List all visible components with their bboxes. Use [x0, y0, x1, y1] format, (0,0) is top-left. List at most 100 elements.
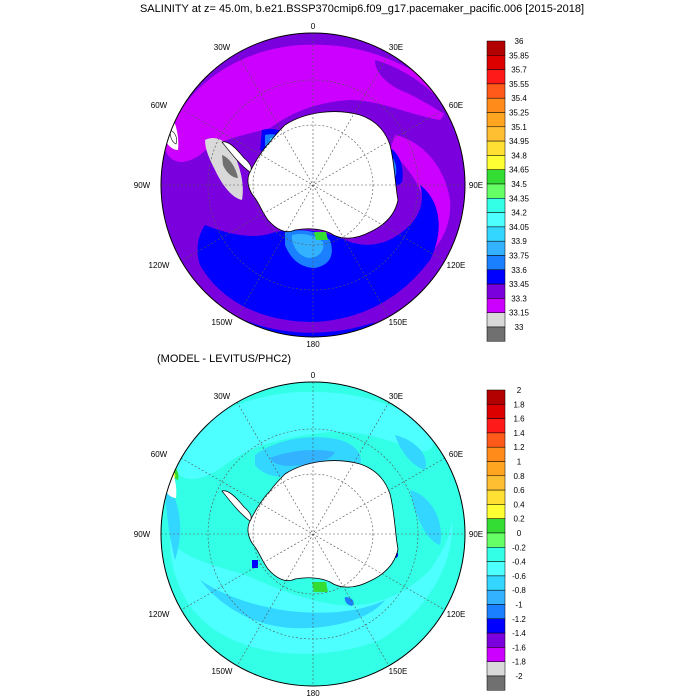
colorbar-label: 0	[517, 529, 522, 538]
svg-text:150E: 150E	[389, 318, 408, 327]
colorbar-label: -0.4	[512, 558, 526, 567]
svg-text:120W: 120W	[149, 261, 170, 270]
colorbar-swatch	[486, 618, 506, 634]
colorbar-label: 1.4	[513, 429, 525, 438]
svg-text:0: 0	[311, 371, 316, 380]
colorbar-swatch	[486, 240, 506, 256]
svg-text:150E: 150E	[389, 667, 408, 676]
colorbar-swatch	[486, 226, 506, 242]
colorbar-label: -1.4	[512, 629, 526, 638]
colorbar-label: 33.9	[511, 237, 527, 246]
colorbar-swatch	[486, 140, 506, 156]
colorbar-swatch	[486, 561, 506, 577]
svg-text:90W: 90W	[134, 181, 151, 190]
colorbar-swatch	[486, 269, 506, 285]
panel-top: 0 30E 60E 90E 120E 150E 180 150W 120W 90…	[134, 22, 530, 349]
colorbar-label: 34.65	[509, 166, 530, 175]
colorbar-swatch	[486, 475, 506, 491]
colorbar-label: 35.7	[511, 66, 527, 75]
svg-text:120W: 120W	[149, 610, 170, 619]
colorbar-label: 1.8	[513, 400, 525, 409]
colorbar-swatch	[486, 40, 506, 56]
colorbar-label: 33	[515, 323, 524, 332]
colorbar-label: 0.8	[513, 472, 525, 481]
colorbar-swatch	[486, 518, 506, 534]
svg-text:150W: 150W	[212, 667, 233, 676]
colorbar-swatch	[486, 312, 506, 328]
colorbar-label: 1.2	[513, 443, 525, 452]
colorbar-swatch	[486, 661, 506, 677]
colorbar-swatch	[486, 504, 506, 519]
colorbar-swatch	[486, 489, 506, 505]
colorbar-swatch	[486, 547, 506, 562]
colorbar-label: -1.8	[512, 658, 526, 667]
colorbar-label: 1	[517, 458, 522, 467]
colorbar-swatch	[486, 212, 506, 228]
figure-title: SALINITY at z= 45.0m, b.e21.BSSP370cmip6…	[140, 3, 584, 15]
svg-text:150W: 150W	[212, 318, 233, 327]
colorbar-label: 34.35	[509, 194, 530, 203]
colorbar-label: -0.8	[512, 586, 526, 595]
colorbar-swatch	[486, 126, 506, 142]
colorbar-swatch	[486, 198, 506, 213]
svg-text:60E: 60E	[449, 450, 463, 459]
svg-text:30W: 30W	[214, 392, 231, 401]
colorbar-swatch	[486, 446, 506, 462]
colorbar-label: 34.2	[511, 209, 527, 218]
svg-text:60W: 60W	[151, 101, 168, 110]
svg-text:180: 180	[306, 340, 320, 349]
svg-text:90E: 90E	[469, 181, 483, 190]
colorbar-label: 33.75	[509, 252, 530, 261]
colorbar-swatch	[486, 155, 506, 170]
colorbar-label: -0.2	[512, 543, 526, 552]
colorbar-label: -2	[515, 672, 523, 681]
graticule-bottom	[161, 382, 465, 686]
colorbar-label: 33.15	[509, 309, 530, 318]
lon-labels-bottom: 0 30E 60E 90E 120E 150E 180 150W 120W 90…	[134, 371, 483, 698]
svg-text:30W: 30W	[214, 43, 231, 52]
colorbar-swatch	[486, 389, 506, 405]
svg-text:90W: 90W	[134, 530, 151, 539]
colorbar-label: 0.4	[513, 500, 525, 509]
colorbar-swatch	[486, 183, 506, 199]
svg-text:60E: 60E	[449, 101, 463, 110]
colorbar-label: 1.6	[513, 415, 525, 424]
colorbar-label: 33.3	[511, 294, 527, 303]
colorbar-swatch	[486, 647, 506, 662]
lon-labels-top: 0 30E 60E 90E 120E 150E 180 150W 120W 90…	[134, 22, 483, 349]
colorbar-label: 33.6	[511, 266, 527, 275]
colorbar-swatch	[486, 432, 506, 448]
colorbar-label: 35.4	[511, 94, 527, 103]
colorbar-label: 34.5	[511, 180, 527, 189]
colorbar-swatch	[486, 575, 506, 591]
colorbar-swatch	[486, 69, 506, 85]
colorbar-swatch	[486, 404, 506, 419]
colorbar-label: 35.55	[509, 80, 530, 89]
colorbar-label: 36	[515, 37, 524, 46]
colorbar-label: -1.2	[512, 615, 526, 624]
colorbar-swatch	[486, 298, 506, 313]
colorbar-swatch	[486, 255, 506, 271]
colorbar-swatch	[486, 461, 506, 477]
colorbar-swatch	[486, 283, 506, 299]
colorbar-swatch	[486, 632, 506, 648]
colorbar-swatch	[486, 604, 506, 620]
graticule-top	[161, 33, 465, 337]
svg-text:60W: 60W	[151, 450, 168, 459]
svg-text:30E: 30E	[389, 43, 403, 52]
colorbar-difference: 2 1.8 1.6 1.4 1.2 1 0.8 0.6 0.4 0.2 0 -0.2 -0.4 -0.6 -…	[486, 386, 526, 691]
svg-text:120E: 120E	[447, 610, 466, 619]
colorbar-label: -0.6	[512, 572, 526, 581]
colorbar-swatch	[486, 418, 506, 434]
colorbar-label: 35.1	[511, 123, 527, 132]
svg-text:90E: 90E	[469, 530, 483, 539]
svg-text:0: 0	[311, 22, 316, 31]
panel-bottom: (MODEL - LEVITUS/PHC2)	[134, 353, 527, 698]
svg-text:30E: 30E	[389, 392, 403, 401]
colorbar-label: 35.25	[509, 109, 530, 118]
colorbar-label: 33.45	[509, 280, 530, 289]
colorbar-salinity: 36 35.85 35.7 35.55 35.4 35.25 35.1 34.95 34.8 34…	[486, 37, 530, 342]
colorbar-label: -1	[515, 601, 523, 610]
colorbar-swatch	[486, 589, 506, 605]
